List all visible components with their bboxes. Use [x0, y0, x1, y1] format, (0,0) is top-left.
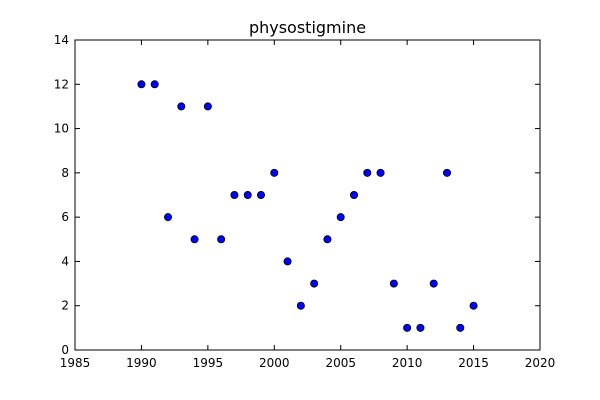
x-tick-label: 2000: [259, 356, 290, 370]
data-point: [310, 279, 319, 288]
y-tick-label: 14: [54, 33, 69, 47]
data-point: [256, 190, 265, 199]
data-point: [137, 80, 146, 89]
data-point: [336, 213, 345, 222]
data-point: [217, 235, 226, 244]
data-point: [230, 190, 239, 199]
y-tick-label: 8: [61, 166, 69, 180]
x-tick-label: 1990: [126, 356, 157, 370]
data-point: [363, 168, 372, 177]
data-point: [442, 168, 451, 177]
data-point: [243, 190, 252, 199]
data-point: [296, 301, 305, 310]
x-tick-label: 1985: [60, 356, 91, 370]
data-point: [270, 168, 279, 177]
data-point: [376, 168, 385, 177]
data-point: [283, 257, 292, 266]
chart-title: physostigmine: [249, 18, 366, 37]
data-point: [150, 80, 159, 89]
data-point: [416, 323, 425, 332]
y-tick-label: 6: [61, 210, 69, 224]
data-point: [203, 102, 212, 111]
data-point: [389, 279, 398, 288]
data-point: [177, 102, 186, 111]
data-point: [190, 235, 199, 244]
data-point: [456, 323, 465, 332]
plot-frame: [74, 39, 541, 351]
y-tick-label: 2: [61, 299, 69, 313]
data-point: [403, 323, 412, 332]
x-tick-label: 2005: [325, 356, 356, 370]
y-tick-label: 10: [54, 122, 69, 136]
y-tick-label: 4: [61, 254, 69, 268]
x-tick-label: 2010: [392, 356, 423, 370]
data-point: [469, 301, 478, 310]
y-tick-label: 12: [54, 77, 69, 91]
axes: 1985 1990 1995 2000 2005 2010 2015 2020 0 2 4 6 8 10 1…: [54, 33, 556, 370]
x-tick-label: 2020: [525, 356, 556, 370]
data-point: [323, 235, 332, 244]
data-point: [429, 279, 438, 288]
data-point: [163, 213, 172, 222]
y-tick-label: 0: [61, 343, 69, 357]
x-tick-label: 1995: [193, 356, 224, 370]
data-points: [137, 80, 478, 332]
data-point: [349, 190, 358, 199]
x-tick-label: 2015: [458, 356, 489, 370]
